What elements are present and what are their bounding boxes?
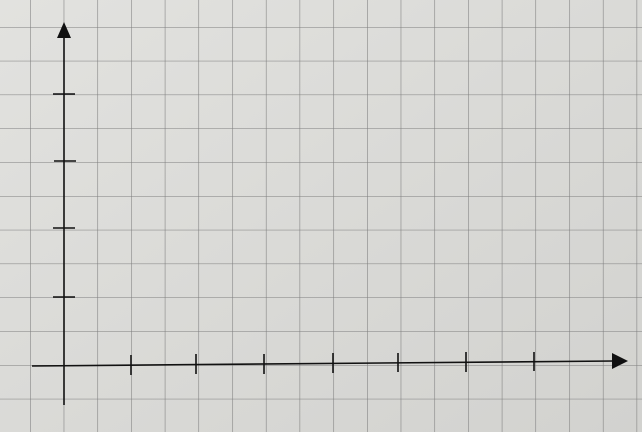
body (0, 0, 642, 432)
page: Graph paper with axes {} html, body { ma… (0, 0, 642, 432)
grid (0, 0, 642, 432)
graph-paper (0, 0, 642, 432)
